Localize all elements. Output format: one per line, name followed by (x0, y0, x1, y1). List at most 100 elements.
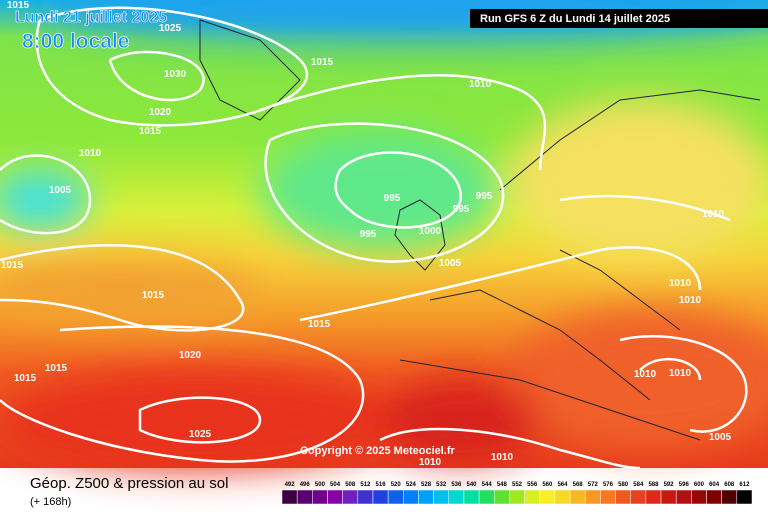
isobar-label: 1010 (669, 278, 692, 289)
isobar-label: 1025 (189, 429, 212, 440)
isobar-label: 1015 (311, 57, 334, 68)
isobar-label: 1015 (45, 363, 68, 374)
isobar-label: 1010 (702, 209, 725, 220)
scale-swatch (418, 489, 434, 505)
isobar-label: 995 (360, 229, 377, 240)
scale-swatch (494, 489, 510, 505)
copyright: Copyright © 2025 Meteociel.fr (300, 445, 456, 457)
scale-label: 588 (648, 482, 659, 488)
isobar-label: 1005 (49, 185, 72, 196)
isobar-label: 1015 (142, 290, 165, 301)
scale-label: 552 (512, 482, 523, 488)
scale-label: 508 (345, 482, 356, 488)
scale-label: 492 (285, 482, 296, 488)
scale-label: 504 (330, 482, 341, 488)
scale-swatch (736, 489, 753, 505)
scale-swatch (615, 489, 631, 505)
isobar-label: 1015 (1, 260, 24, 271)
isobar-label: 1010 (419, 457, 442, 468)
scale-label: 544 (482, 482, 493, 488)
scale-label: 580 (618, 482, 629, 488)
isobars (0, 6, 748, 470)
scale-swatch (463, 489, 480, 505)
scale-swatch (296, 489, 313, 505)
scale-label: 568 (573, 482, 584, 488)
scale-swatch (554, 489, 571, 505)
isobar-label: 1010 (469, 79, 492, 90)
isobar-label: 1005 (709, 432, 732, 443)
scale-label: 528 (421, 482, 432, 488)
isobar-label: 1020 (149, 107, 172, 118)
scale-swatch (675, 489, 692, 505)
isobar-label: 995 (453, 204, 470, 215)
lead-time: (+ 168h) (30, 496, 71, 508)
scale-swatch (448, 489, 465, 505)
scale-swatch (539, 489, 556, 505)
scale-label: 576 (603, 482, 614, 488)
isobar-label: 1005 (439, 258, 462, 269)
isobar-label: 1025 (159, 23, 182, 34)
scale-swatch (630, 489, 647, 505)
scale-label: 524 (406, 482, 417, 488)
isobar-label: 995 (384, 193, 401, 204)
scale-swatch (312, 489, 328, 505)
valid-date: Lundi 21 juillet 2025 (15, 9, 167, 26)
scale-label: 512 (360, 482, 371, 488)
scale-label: 496 (300, 482, 311, 488)
scale-label: 564 (557, 482, 568, 488)
scale-label: 540 (467, 482, 478, 488)
scale-swatch (478, 489, 495, 505)
isobar-label: 1015 (14, 373, 37, 384)
scale-label: 596 (679, 482, 690, 488)
scale-swatch (569, 489, 586, 505)
isobar-label: 1015 (308, 319, 331, 330)
run-box (470, 9, 768, 28)
isobar-label: 1015 (7, 0, 30, 11)
scale-swatch (509, 489, 525, 505)
footer-title: Géop. Z500 & pression au sol (30, 475, 228, 492)
scale-label: 604 (709, 482, 720, 488)
isobar-label: 1010 (491, 452, 514, 463)
scale-label: 536 (451, 482, 462, 488)
scale-swatch (387, 489, 404, 505)
scale-label: 612 (739, 482, 750, 488)
scale-swatch (706, 489, 722, 505)
scale-swatch (584, 489, 601, 505)
scale-label: 500 (315, 482, 326, 488)
scale-label: 608 (724, 482, 735, 488)
scale-label: 600 (694, 482, 705, 488)
scale-swatch (433, 489, 450, 505)
scale-swatch (721, 489, 738, 505)
isobar-label: 1020 (179, 350, 202, 361)
scale-label: 548 (497, 482, 508, 488)
scale-label: 560 (542, 482, 553, 488)
color-scale: 492 496 500 504 508 512 516 520 524 528 532 536 540 5… (281, 482, 753, 505)
scale-swatch (600, 489, 616, 505)
scale-swatch (327, 489, 343, 505)
scale-swatch (372, 489, 389, 505)
isobar-label: 1010 (79, 148, 102, 159)
scale-label: 556 (527, 482, 538, 488)
isobar-label: 1015 (139, 126, 162, 137)
scale-swatch (342, 489, 359, 505)
scale-label: 572 (588, 482, 599, 488)
scale-swatch (403, 489, 419, 505)
isobar-label: 1010 (679, 295, 702, 306)
scale-swatch (281, 489, 298, 505)
scale-label: 520 (391, 482, 402, 488)
scale-swatch (524, 489, 540, 505)
local-time: 8:00 locale (22, 30, 129, 53)
isobar-label: 1010 (634, 369, 657, 380)
scale-label: 516 (376, 482, 387, 488)
scale-swatch (660, 489, 677, 505)
scale-label: 532 (436, 482, 447, 488)
isobar-label: 1030 (164, 69, 187, 80)
isobar-label: 1000 (419, 226, 442, 237)
isobar-label: 1010 (669, 368, 692, 379)
scale-swatch (645, 489, 662, 505)
run-info: Run GFS 6 Z du Lundi 14 juillet 2025 (480, 13, 670, 25)
coastlines (199, 19, 761, 441)
isobar-label: 995 (476, 191, 493, 202)
scale-swatch (691, 489, 707, 505)
